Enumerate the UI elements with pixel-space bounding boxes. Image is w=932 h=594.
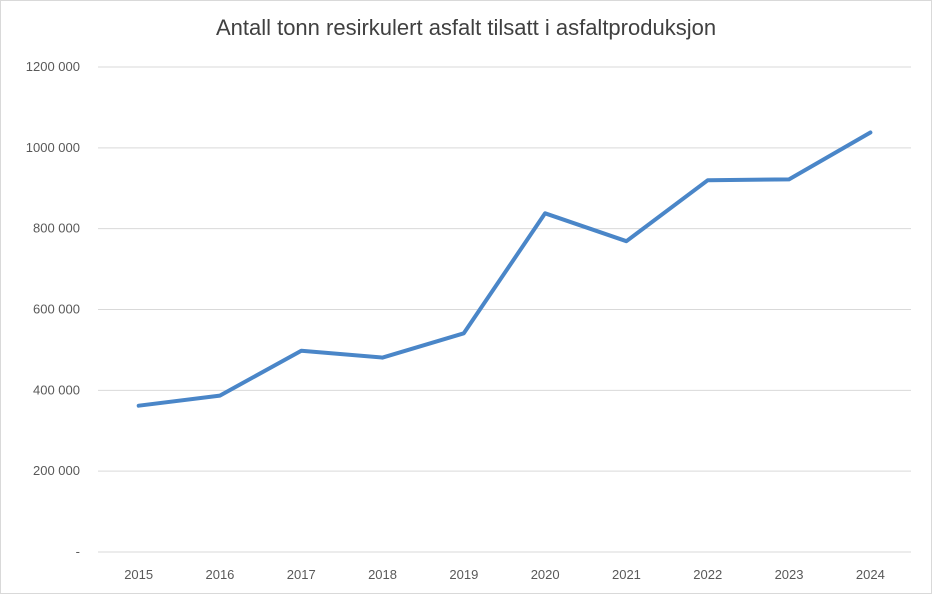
y-tick-label: 200 000 xyxy=(33,463,80,478)
x-tick-label: 2018 xyxy=(368,567,397,582)
chart-title: Antall tonn resirkulert asfalt tilsatt i… xyxy=(215,15,717,40)
x-tick-label: 2022 xyxy=(693,567,722,582)
x-tick-label: 2021 xyxy=(612,567,641,582)
x-tick-label: 2017 xyxy=(287,567,316,582)
y-tick-label: - xyxy=(76,544,80,559)
x-tick-label: 2015 xyxy=(124,567,153,582)
y-tick-label: 400 000 xyxy=(33,382,80,397)
y-tick-label: 1000 000 xyxy=(26,140,80,155)
x-tick-label: 2020 xyxy=(531,567,560,582)
y-tick-label: 800 000 xyxy=(33,221,80,236)
x-tick-label: 2019 xyxy=(449,567,478,582)
x-tick-label: 2024 xyxy=(856,567,885,582)
x-tick-label: 2023 xyxy=(775,567,804,582)
y-tick-label: 600 000 xyxy=(33,302,80,317)
y-tick-label: 1200 000 xyxy=(26,59,80,74)
x-tick-label: 2016 xyxy=(205,567,234,582)
series-line xyxy=(136,130,873,408)
